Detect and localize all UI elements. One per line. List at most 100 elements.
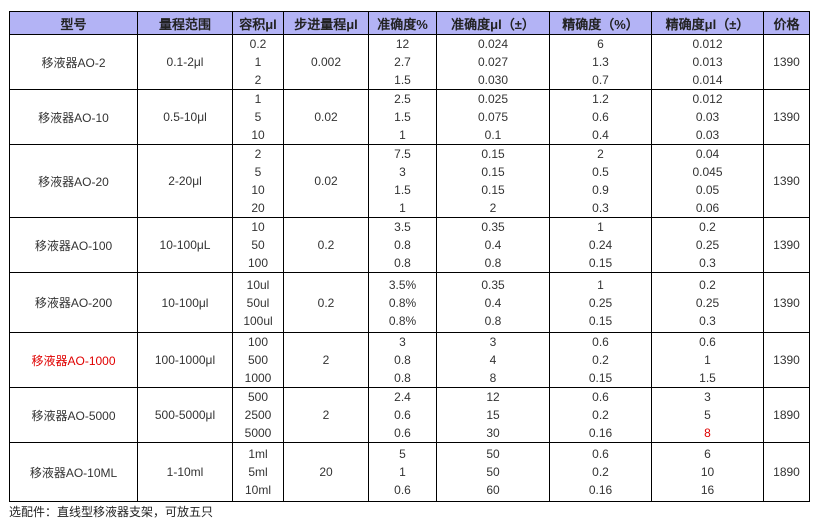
accuracy-ul-value: 0.35 <box>481 220 505 234</box>
precision-pct-value: 0.3 <box>592 201 609 215</box>
volume-cell: 0.2 1 2 <box>232 34 284 90</box>
step: 0.002 <box>283 34 369 90</box>
accuracy-pct-value: 0.8 <box>394 353 411 367</box>
price: 1390 <box>763 217 810 273</box>
accuracy-ul-value: 50 <box>486 447 500 461</box>
accuracy-ul-value: 60 <box>486 483 500 497</box>
precision-pct-value: 0.7 <box>592 73 609 87</box>
precision-ul-cell: 0.6 1 1.5 <box>651 332 764 388</box>
accuracy-pct-value: 0.6 <box>394 483 411 497</box>
volume-value: 2 <box>254 147 262 161</box>
range: 500-5000μl <box>137 387 233 443</box>
range: 0.5-10μl <box>137 89 233 145</box>
accuracy-pct-value: 1 <box>399 201 406 215</box>
range: 0.1-2μl <box>137 34 233 90</box>
step: 0.02 <box>283 144 369 218</box>
accuracy-ul-value: 0.025 <box>477 92 509 106</box>
accuracy-pct-cell: 2.4 0.6 0.6 <box>368 387 437 443</box>
accuracy-ul-value: 12 <box>486 390 500 404</box>
accuracy-ul-cell: 0.35 0.4 0.8 <box>436 272 550 333</box>
volume-value: 2500 <box>244 408 272 422</box>
model-name: 移液器AO-5000 <box>9 387 138 443</box>
accuracy-pct-value: 1.5 <box>394 183 411 197</box>
precision-pct-value: 2 <box>597 147 604 161</box>
precision-pct-value: 0.25 <box>588 295 613 310</box>
precision-ul-value: 8 <box>704 426 711 440</box>
accuracy-pct-value: 7.5 <box>394 147 411 161</box>
accuracy-pct-value: 3.5% <box>388 277 417 292</box>
precision-pct-value: 1.2 <box>592 92 609 106</box>
precision-ul-value: 1 <box>704 353 711 367</box>
accuracy-ul-value: 0.4 <box>484 295 502 310</box>
header-row: 型号 量程范围 容积μl 步进量程μl 准确度% 准确度μl（±） 精确度（%） 精确度μl（… <box>9 11 810 35</box>
volume-cell: 10ul 50ul 100ul <box>232 272 284 333</box>
table-row: 移液器AO-1000 100-1000μl 100 500 1000 2 3 0.8 0.8 3 4… <box>9 332 810 388</box>
range: 10-100μL <box>137 217 233 273</box>
volume-cell: 100 500 1000 <box>232 332 284 388</box>
volume-value: 100 <box>247 335 269 349</box>
precision-pct-value: 0.15 <box>588 313 613 328</box>
model-name: 移液器AO-1000 <box>9 332 138 388</box>
precision-pct-value: 0.15 <box>588 256 613 270</box>
precision-pct-value: 6 <box>597 37 604 51</box>
precision-ul-value: 0.3 <box>699 313 716 328</box>
table-row: 移液器AO-100 10-100μL 10 50 100 0.2 3.5 0.8 0.8 0.35… <box>9 217 810 273</box>
step: 20 <box>283 442 369 502</box>
accuracy-ul-cell: 0.024 0.027 0.030 <box>436 34 550 90</box>
accuracy-ul-cell: 0.025 0.075 0.1 <box>436 89 550 145</box>
volume-cell: 1 5 10 <box>232 89 284 145</box>
precision-pct-value: 0.16 <box>588 483 613 497</box>
accuracy-pct-cell: 2.5 1.5 1 <box>368 89 437 145</box>
accuracy-ul-value: 30 <box>486 426 500 440</box>
table-row: 移液器AO-20 2-20μl 2 5 10 20 0.02 7.5 3 1.5 1 0.15 0.15… <box>9 144 810 218</box>
accessory-note: 选配件：直线型移液器支架，可放五只 <box>9 505 214 519</box>
precision-pct-value: 0.2 <box>592 465 609 479</box>
volume-value: 10 <box>251 128 265 142</box>
volume-value: 10ul <box>246 277 270 292</box>
accuracy-ul-value: 0.1 <box>484 128 502 142</box>
accuracy-pct-value: 12 <box>395 37 410 51</box>
accuracy-pct-value: 1.5 <box>394 73 411 87</box>
precision-pct-value: 0.5 <box>592 165 609 179</box>
precision-pct-value: 0.6 <box>592 447 609 461</box>
volume-value: 10ml <box>244 483 271 497</box>
accuracy-ul-value: 15 <box>486 408 500 422</box>
accuracy-pct-value: 0.8 <box>394 256 411 270</box>
model-name: 移液器AO-20 <box>9 144 138 218</box>
precision-ul-value: 5 <box>704 408 711 422</box>
volume-value: 500 <box>247 353 269 367</box>
accuracy-ul-value: 0.075 <box>477 110 509 124</box>
step: 2 <box>283 387 369 443</box>
accuracy-pct-value: 0.8 <box>394 238 411 252</box>
header-precision-pct: 精确度（%） <box>549 11 652 35</box>
precision-ul-value: 10 <box>700 465 715 479</box>
accuracy-pct-cell: 12 2.7 1.5 <box>368 34 437 90</box>
price: 1390 <box>763 34 810 90</box>
model-name: 移液器AO-100 <box>9 217 138 273</box>
volume-value: 5ml <box>248 465 268 479</box>
accuracy-pct-value: 1.5 <box>394 110 411 124</box>
accuracy-ul-value: 0.8 <box>484 256 502 270</box>
volume-value: 1ml <box>248 447 268 461</box>
volume-value: 50ul <box>246 295 270 310</box>
precision-ul-value: 0.2 <box>699 220 716 234</box>
accuracy-pct-cell: 7.5 3 1.5 1 <box>368 144 437 218</box>
volume-value: 5 <box>254 165 262 179</box>
precision-ul-cell: 0.2 0.25 0.3 <box>651 217 764 273</box>
precision-ul-value: 0.3 <box>699 256 716 270</box>
precision-ul-value: 0.012 <box>692 37 723 51</box>
accuracy-ul-value: 0.030 <box>477 73 509 87</box>
precision-ul-value: 16 <box>700 483 715 497</box>
accuracy-ul-value: 0.15 <box>481 165 505 179</box>
accuracy-ul-value: 8 <box>489 371 497 385</box>
range: 2-20μl <box>137 144 233 218</box>
volume-value: 100ul <box>243 313 273 328</box>
precision-pct-cell: 2 0.5 0.9 0.3 <box>549 144 652 218</box>
accuracy-ul-value: 0.024 <box>477 37 509 51</box>
accuracy-pct-value: 2.7 <box>394 55 411 69</box>
precision-ul-value: 0.25 <box>695 295 720 310</box>
accuracy-pct-value: 3.5 <box>394 220 411 234</box>
accuracy-ul-cell: 3 4 8 <box>436 332 550 388</box>
volume-value: 20 <box>251 201 265 215</box>
accuracy-pct-value: 0.6 <box>394 408 411 422</box>
